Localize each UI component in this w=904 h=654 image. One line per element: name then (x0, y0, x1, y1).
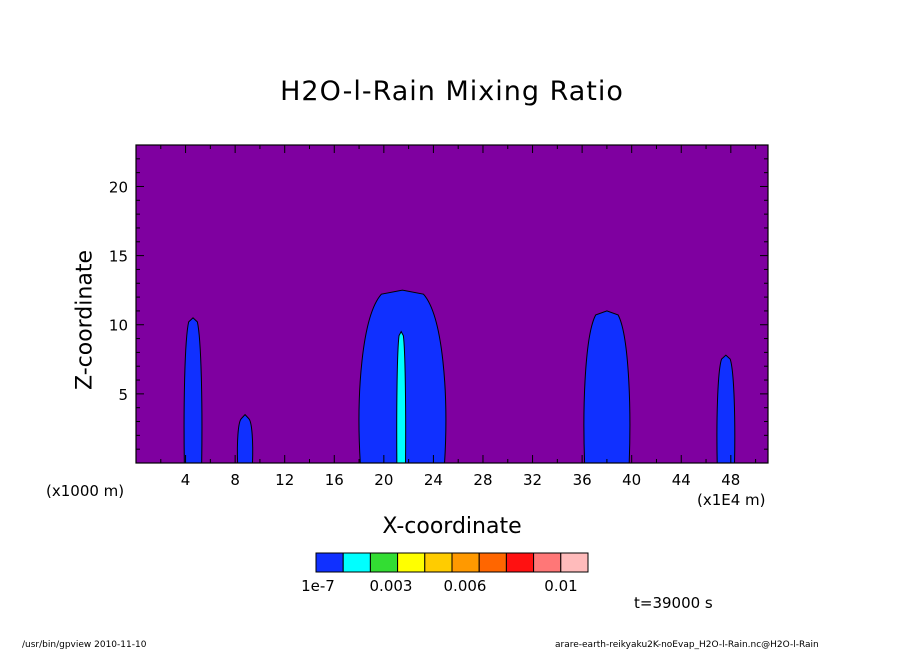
y-tick-label: 5 (118, 386, 128, 404)
x-tick-label: 28 (473, 471, 492, 489)
plot-area (135, 144, 769, 464)
x-tick-label: 8 (230, 471, 240, 489)
x-tick-label: 44 (672, 471, 691, 489)
rain-cell-1 (183, 317, 203, 464)
colorbar-label: 0.01 (544, 577, 577, 595)
colorbar-swatch (533, 552, 562, 573)
plot-background (136, 145, 768, 463)
footer-right: arare-earth-reikyaku2K-noEvap_H2O-l-Rain… (555, 640, 819, 650)
rain-cell-5 (716, 354, 736, 464)
x-unit-label: (x1000 m) (46, 482, 125, 500)
x-tick-label: 40 (622, 471, 641, 489)
x-axis-ticks: 4 8 12 16 20 24 28 32 36 40 44 48 (160, 145, 757, 489)
x-tick-label: 12 (275, 471, 294, 489)
y-axis-ticks: 5 10 15 20 (109, 158, 768, 450)
y-axis-label: Z-coordinate (72, 250, 98, 390)
colorbar-label: 0.006 (444, 577, 487, 595)
time-label: t=39000 s (634, 594, 713, 612)
x-tick-label: 20 (374, 471, 393, 489)
x-scale-label: (x1E4 m) (697, 491, 766, 509)
rain-cell-core (396, 330, 407, 464)
x-tick-label: 36 (573, 471, 592, 489)
colorbar-swatch (478, 552, 507, 573)
x-tick-label: 32 (523, 471, 542, 489)
x-tick-label: 4 (181, 471, 191, 489)
x-axis-label: X-coordinate (382, 514, 522, 539)
footer-left: /usr/bin/gpview 2010-11-10 (22, 640, 147, 650)
y-tick-label: 10 (109, 317, 128, 335)
colorbar: 1e-7 0.003 0.006 0.01 (301, 552, 589, 595)
colorbar-swatch (342, 552, 371, 573)
y-tick-label: 20 (109, 178, 128, 196)
rain-cell-4 (583, 310, 631, 464)
colorbar-swatch (397, 552, 426, 573)
colorbar-swatch (505, 552, 535, 573)
colorbar-swatch (369, 552, 399, 573)
colorbar-swatch (560, 552, 589, 573)
colorbar-swatch (451, 552, 480, 573)
colorbar-swatch (424, 552, 453, 573)
x-tick-label: 16 (325, 471, 344, 489)
rain-cell-2 (236, 413, 254, 464)
y-axis-label-wrap: Z-coordinate (70, 250, 100, 390)
colorbar-label: 1e-7 (301, 577, 335, 595)
x-tick-label: 48 (721, 471, 740, 489)
plot-frame (135, 144, 769, 464)
x-tick-label: 24 (424, 471, 443, 489)
colorbar-label: 0.003 (370, 577, 413, 595)
chart-title: H2O-l-Rain Mixing Ratio (280, 76, 624, 107)
y-tick-label: 15 (109, 248, 128, 266)
colorbar-swatch (315, 552, 344, 573)
